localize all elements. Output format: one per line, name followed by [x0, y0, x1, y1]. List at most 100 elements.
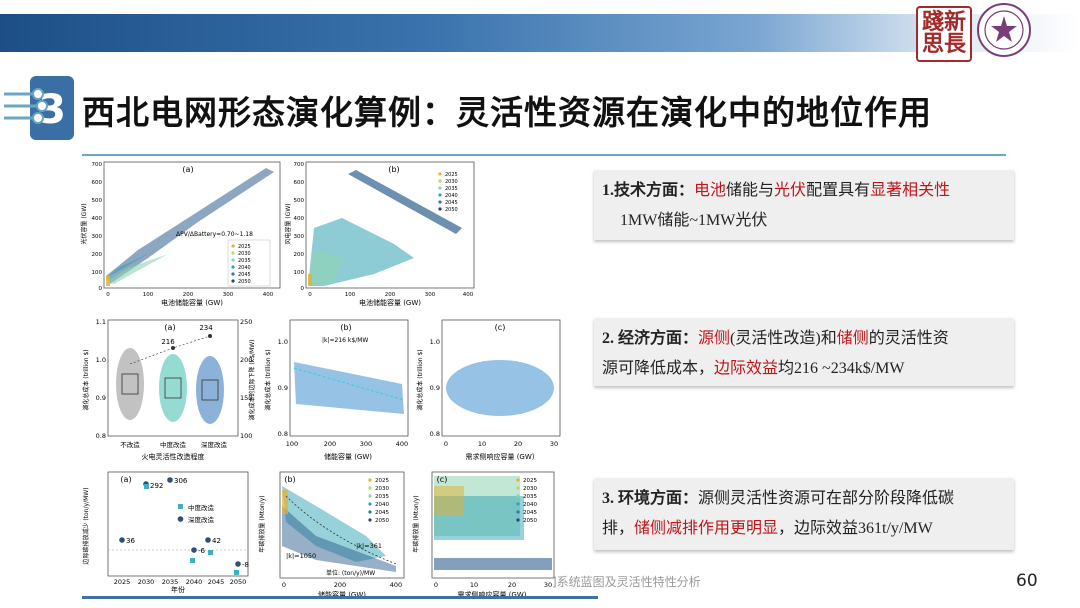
y-tick: 0: [99, 286, 103, 292]
figure-cost-retrofit-boxplot: (a) 216 234 演化总成本 (trillion $) 演化成本的边际下降…: [78, 314, 260, 462]
seal-logo: 踐新 思長: [916, 6, 972, 62]
x-axis-label: 储能容量 (GW): [318, 590, 366, 599]
y-tick: 0.8: [278, 430, 288, 438]
x-tick: 2035: [162, 578, 179, 586]
y-tick: 0.8: [96, 432, 106, 440]
y2-tick: 200: [240, 356, 252, 364]
y-tick: 600: [92, 180, 103, 186]
x-tick: 2030: [138, 578, 155, 586]
legend-item: 2040: [445, 193, 458, 199]
env-line-2: 排，储侧减排作用更明显，边际效益361t/y/MW: [602, 514, 1014, 544]
legend: 2025 2030 2035 2040 2045 2050: [438, 172, 458, 213]
y2-tick: 250: [240, 318, 252, 326]
y-axis-label: 年碳排放量 (Mton/y): [258, 495, 266, 552]
x-tick: 20: [514, 440, 522, 448]
annotation-k1050: |k|=1050: [286, 552, 316, 560]
y2-tick: 100: [240, 432, 252, 440]
legend-item: 2025: [523, 478, 537, 484]
y-tick: 700: [294, 162, 305, 168]
x-tick: 300: [425, 292, 436, 298]
wind-scatter-cloud: [308, 170, 462, 286]
x-tick: 0: [444, 440, 448, 448]
x-tick: 10: [478, 440, 486, 448]
x-tick: 100: [286, 440, 298, 448]
figure-cost-vs-storage: (b) |k|=216 k$/MW 演化总成本 (trillion $) 储能容…: [262, 314, 412, 462]
legend-item: 2030: [445, 179, 458, 185]
econ-line2a: 源可降低成本，: [602, 360, 715, 377]
legend-item: 2030: [375, 486, 389, 492]
legend-item: 2025: [375, 478, 389, 484]
y-axis-label: 演化总成本 (trillion $): [82, 349, 90, 410]
econ-line2b: 边际效益: [714, 360, 779, 377]
y-tick: 600: [294, 180, 305, 186]
y-tick: 0.9: [278, 384, 288, 392]
storage-cost-scatter: [293, 362, 405, 414]
y-tick: 200: [92, 252, 103, 258]
legend-item: 2035: [523, 494, 537, 500]
legend-item: 2050: [238, 279, 251, 285]
x-tick: 2045: [208, 578, 225, 586]
figure-emission-vs-demand-response: (c) 2025 2030 2035 2040 2045 2050 年碳排放量 …: [410, 466, 556, 600]
legend: 中度改造 深度改造: [177, 503, 215, 524]
tech-part4: 配置具有: [806, 182, 871, 199]
legend-item: 2025: [238, 244, 251, 250]
tech-part5: 显著相关性: [870, 182, 951, 199]
slide-title: 西北电网形态演化算例：灵活性资源在演化中的地位作用: [82, 93, 932, 132]
tech-part1: 电池: [694, 182, 727, 199]
panel-label: (a): [120, 475, 131, 484]
legend-item: 2030: [238, 251, 251, 257]
legend-item: 2040: [523, 502, 537, 508]
mark-216: 216: [161, 338, 175, 346]
x-tick: 200: [385, 292, 396, 298]
y-tick: 0.8: [430, 430, 440, 438]
legend-item: 中度改造: [188, 503, 215, 512]
annotation: |k|=216 k$/MW: [322, 337, 368, 344]
x-axis-label: 需求侧响应容量 (GW): [457, 590, 526, 599]
x-tick: 400: [463, 292, 474, 298]
env-line2c: ，边际效益361t/y/MW: [778, 520, 933, 537]
annotation-k361: |k|=361: [356, 542, 382, 550]
legend: 2025 2030 2035 2040 2045 2050: [227, 239, 271, 287]
x-tick: 20: [508, 581, 516, 589]
x-tick: 300: [360, 440, 372, 448]
env-line2a: 排，: [602, 520, 635, 537]
mark-234: 234: [199, 324, 213, 332]
x-tick: 30: [544, 581, 552, 589]
tech-part2: 储能与: [726, 182, 775, 199]
info-box-economy: 2. 经济方面：源侧(灵活性改造)和储侧的灵活性资 源可降低成本，边际效益均21…: [594, 318, 1014, 386]
panel-label: (a): [164, 323, 175, 332]
y-tick: 0.9: [96, 394, 106, 402]
y-tick: 500: [294, 198, 305, 204]
panel-label: (a): [182, 165, 193, 174]
figure-wind-vs-battery: (b) 风电容量 (GW) 电池储能容量 (GW) 700 600 500 40…: [284, 158, 478, 308]
y-tick: 1.0: [96, 356, 106, 364]
tech-line-1: 1.技术方面：电池储能与光伏配置具有显著相关性: [602, 176, 1014, 206]
plot-frame: [107, 471, 249, 577]
x-axis-label: 电池储能容量 (GW): [161, 298, 223, 307]
seal-text: 踐新 思長: [921, 10, 966, 57]
y-tick: 1.0: [430, 338, 440, 346]
x-tick: 0: [434, 581, 438, 589]
legend-item: 2025: [445, 172, 458, 178]
annotation: ΔPV/ΔBattery=0.70~1.18: [176, 231, 253, 238]
y-axis-label: 光伏容量 (GW): [80, 203, 88, 244]
x-tick: 400: [390, 581, 402, 589]
y-tick: 400: [92, 216, 103, 222]
econ-part1: 源侧: [698, 330, 731, 347]
violin-distributions: [116, 334, 224, 424]
x-axis-label: 需求侧响应容量 (GW): [465, 452, 534, 461]
x-tick: 0: [106, 292, 110, 298]
y-tick: 1.1: [96, 318, 106, 326]
x-tick: 300: [223, 292, 234, 298]
university-emblem-logo: [977, 3, 1031, 57]
figure-emission-vs-storage: (b) |k|=1050 |k|=361 单位: (ton/y)/MW 2025…: [256, 466, 408, 600]
carbon-points: [119, 477, 241, 575]
y-tick: 0: [301, 286, 305, 292]
legend-item: 2050: [445, 207, 458, 213]
header-banner: [0, 14, 1080, 52]
figure-cost-vs-demand-response: (c) 演化总成本 (trillion $) 需求侧响应容量 (GW) 1.0 …: [414, 314, 564, 462]
data-label: 36: [126, 537, 135, 545]
y-tick: 0.9: [430, 384, 440, 392]
y2-tick: 150: [240, 394, 252, 402]
tech-heading: 技术方面：: [614, 182, 695, 199]
